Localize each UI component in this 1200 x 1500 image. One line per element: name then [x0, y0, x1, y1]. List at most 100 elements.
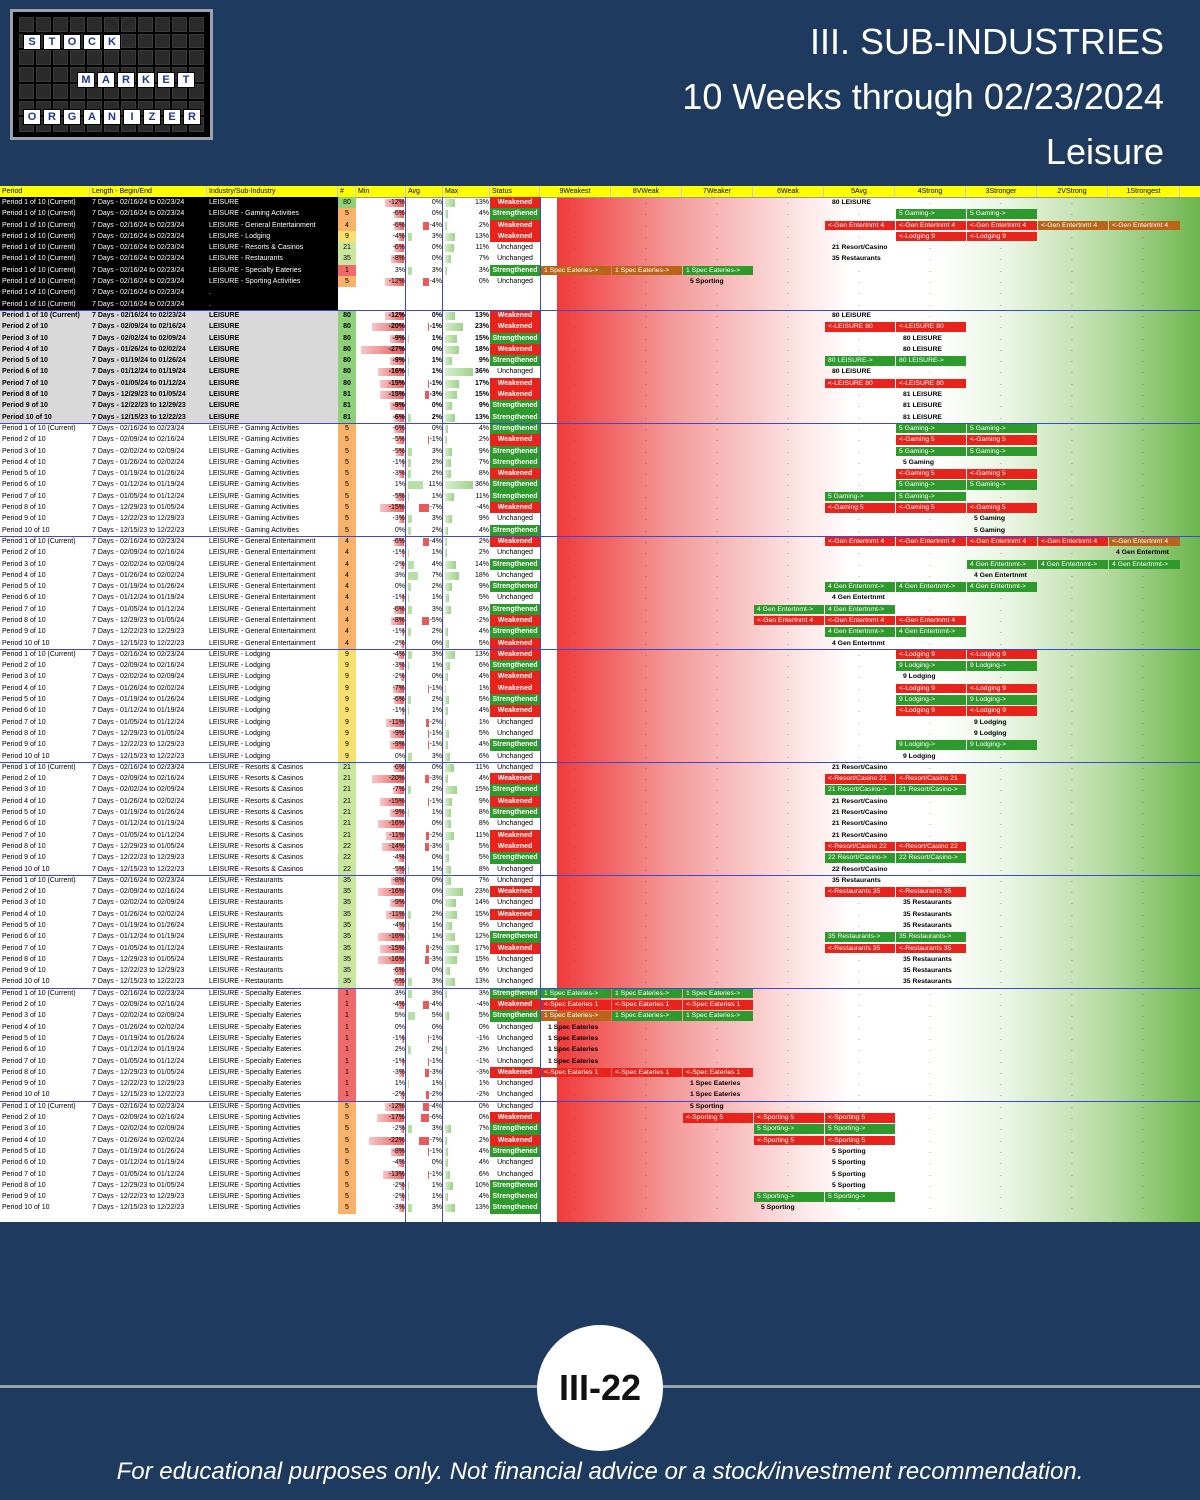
level-placeholder-dot: . — [1071, 729, 1073, 737]
column-header[interactable]: Avg — [406, 186, 443, 197]
level-placeholder-dot: . — [1142, 786, 1144, 794]
cell-status: Strengthened — [490, 411, 540, 423]
column-header[interactable]: Min — [356, 186, 406, 197]
cell-max: 0% — [478, 1102, 489, 1110]
cell-industry: LEISURE - General Entertainment — [209, 571, 316, 579]
level-placeholder-dot: . — [1071, 1034, 1073, 1042]
column-header[interactable]: Max — [443, 186, 490, 197]
column-header[interactable]: Period — [0, 186, 90, 197]
cell-status: Weakened — [490, 942, 540, 954]
column-header[interactable]: 9Weakest — [540, 186, 611, 197]
cell-period: Period 8 of 10 — [2, 1068, 46, 1076]
level-move-pill: <-Gen Entertnmt 4 — [1038, 220, 1108, 231]
level-placeholder-dot: . — [645, 583, 647, 591]
level-placeholder-dot: . — [929, 605, 931, 613]
cell-max: 9% — [478, 922, 489, 929]
logo-tile — [155, 50, 170, 66]
level-placeholder-dot: . — [787, 831, 789, 839]
min-bar — [392, 684, 404, 693]
level-placeholder-dot: . — [574, 922, 576, 929]
cell-min: -4% — [392, 1159, 405, 1167]
level-placeholder-dot: . — [1071, 1181, 1073, 1189]
column-header[interactable]: 8VWeak — [611, 186, 682, 197]
cell-max: 4% — [478, 526, 489, 534]
cell-industry: LEISURE - Restaurants — [209, 899, 283, 907]
cell-period: Period 1 of 10 (Current) — [2, 255, 76, 263]
cell-avg: 5% — [431, 1012, 442, 1020]
level-placeholder-dot: . — [716, 684, 718, 692]
cell-length: 7 Days - 12/29/23 to 01/05/24 — [92, 729, 185, 737]
level-placeholder-dot: . — [787, 1034, 789, 1042]
level-placeholder-dot: . — [858, 481, 860, 489]
level-placeholder-dot: . — [574, 741, 576, 749]
level-placeholder-dot: . — [1071, 978, 1073, 986]
logo-letter: G — [63, 109, 81, 125]
level-placeholder-dot: . — [645, 436, 647, 444]
level-placeholder-dot: . — [1000, 842, 1002, 850]
table-row: Period 3 of 10 7 Days - 02/02/24 to 02/09… — [0, 897, 1200, 909]
cell-min: -9% — [392, 809, 405, 817]
level-placeholder-dot: . — [1142, 244, 1144, 252]
level-placeholder-dot: . — [1142, 232, 1144, 240]
level-placeholder-dot: . — [1000, 910, 1002, 918]
level-move-pill: <-Lodging 9 — [896, 683, 966, 694]
column-header[interactable]: 4Strong — [895, 186, 966, 197]
cell-min: -1% — [392, 628, 405, 636]
level-placeholder-dot: . — [1071, 809, 1073, 817]
level-placeholder-dot: . — [1142, 718, 1144, 726]
level-placeholder-dot: . — [1071, 1091, 1073, 1099]
level-placeholder-dot: . — [1071, 515, 1073, 523]
cell-min: -1% — [392, 549, 405, 557]
column-header[interactable]: 2VStrong — [1037, 186, 1108, 197]
cell-length: 7 Days - 01/12/24 to 01/19/24 — [92, 933, 185, 941]
level-placeholder-dot: . — [858, 718, 860, 726]
group-separator — [0, 536, 1200, 537]
level-placeholder-dot: . — [716, 933, 718, 941]
avg-bar — [424, 842, 429, 851]
cell-industry: LEISURE - Lodging — [209, 729, 271, 737]
column-header[interactable]: Industry/Sub-Industry — [207, 186, 338, 197]
max-bar — [445, 391, 457, 400]
column-header[interactable]: Length - Begin/End — [90, 186, 207, 197]
cell-length: 7 Days - 02/09/24 to 02/16/24 — [92, 1001, 185, 1009]
column-header[interactable]: # — [338, 186, 356, 197]
cell-min: -9% — [392, 741, 405, 749]
cell-max: 5% — [478, 729, 489, 737]
level-placeholder-dot: . — [1142, 820, 1144, 828]
cell-n: 9 — [338, 648, 356, 661]
column-header[interactable]: 1Strongest — [1108, 186, 1180, 197]
logo-tile — [19, 67, 34, 82]
cell-min: -1% — [392, 458, 405, 466]
cell-max: 1% — [478, 718, 489, 726]
level-placeholder-dot: . — [1142, 616, 1144, 624]
level-placeholder-dot: . — [787, 763, 789, 771]
avg-bar — [422, 616, 429, 625]
column-header[interactable]: 6Weak — [753, 186, 824, 197]
cell-length: 7 Days - 12/15/23 to 12/22/23 — [92, 639, 185, 647]
logo-tile — [53, 67, 68, 82]
table-row: Period 7 of 10 7 Days - 01/05/24 to 01/12… — [0, 716, 1200, 728]
logo-letter: E — [163, 109, 181, 125]
level-move-pill: <-Spec Eateries 1 — [541, 1067, 611, 1078]
level-placeholder-dot: . — [1142, 684, 1144, 692]
column-header[interactable]: 5Avg — [824, 186, 895, 197]
level-placeholder-dot: . — [574, 481, 576, 489]
cell-status: Unchanged — [497, 368, 533, 376]
column-header[interactable]: Status — [490, 186, 540, 197]
level-placeholder-dot: . — [858, 684, 860, 692]
cell-period: Period 10 of 10 — [2, 978, 50, 986]
column-header[interactable]: 3Stronger — [966, 186, 1037, 197]
cell-min: -8% — [392, 616, 405, 624]
cell-status: Unchanged — [497, 1102, 533, 1110]
cell-min: -1% — [392, 707, 405, 715]
level-placeholder-dot: . — [1071, 357, 1073, 365]
level-placeholder-dot: . — [929, 255, 931, 263]
level-placeholder-dot: . — [1142, 831, 1144, 839]
level-placeholder-dot: . — [716, 899, 718, 907]
table-row: Period 4 of 10 7 Days - 01/26/24 to 02/02… — [0, 456, 1200, 469]
level-move-pill: <-Gaming 5 — [967, 503, 1037, 513]
cell-industry: LEISURE - Gaming Activities — [209, 526, 299, 534]
column-header[interactable]: 7Weaker — [682, 186, 753, 197]
cell-length: 7 Days - 02/02/24 to 02/09/24 — [92, 673, 185, 681]
cell-n: 4 — [338, 219, 356, 231]
